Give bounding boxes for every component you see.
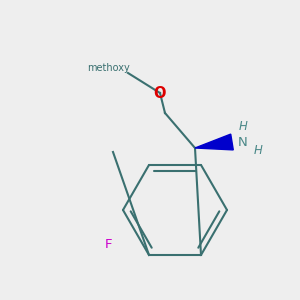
Text: F: F [104,238,112,251]
Text: O: O [154,85,166,100]
Polygon shape [195,134,233,150]
Text: H: H [254,143,262,157]
Text: H: H [238,121,247,134]
Text: methoxy: methoxy [87,63,129,73]
Text: N: N [238,136,248,148]
